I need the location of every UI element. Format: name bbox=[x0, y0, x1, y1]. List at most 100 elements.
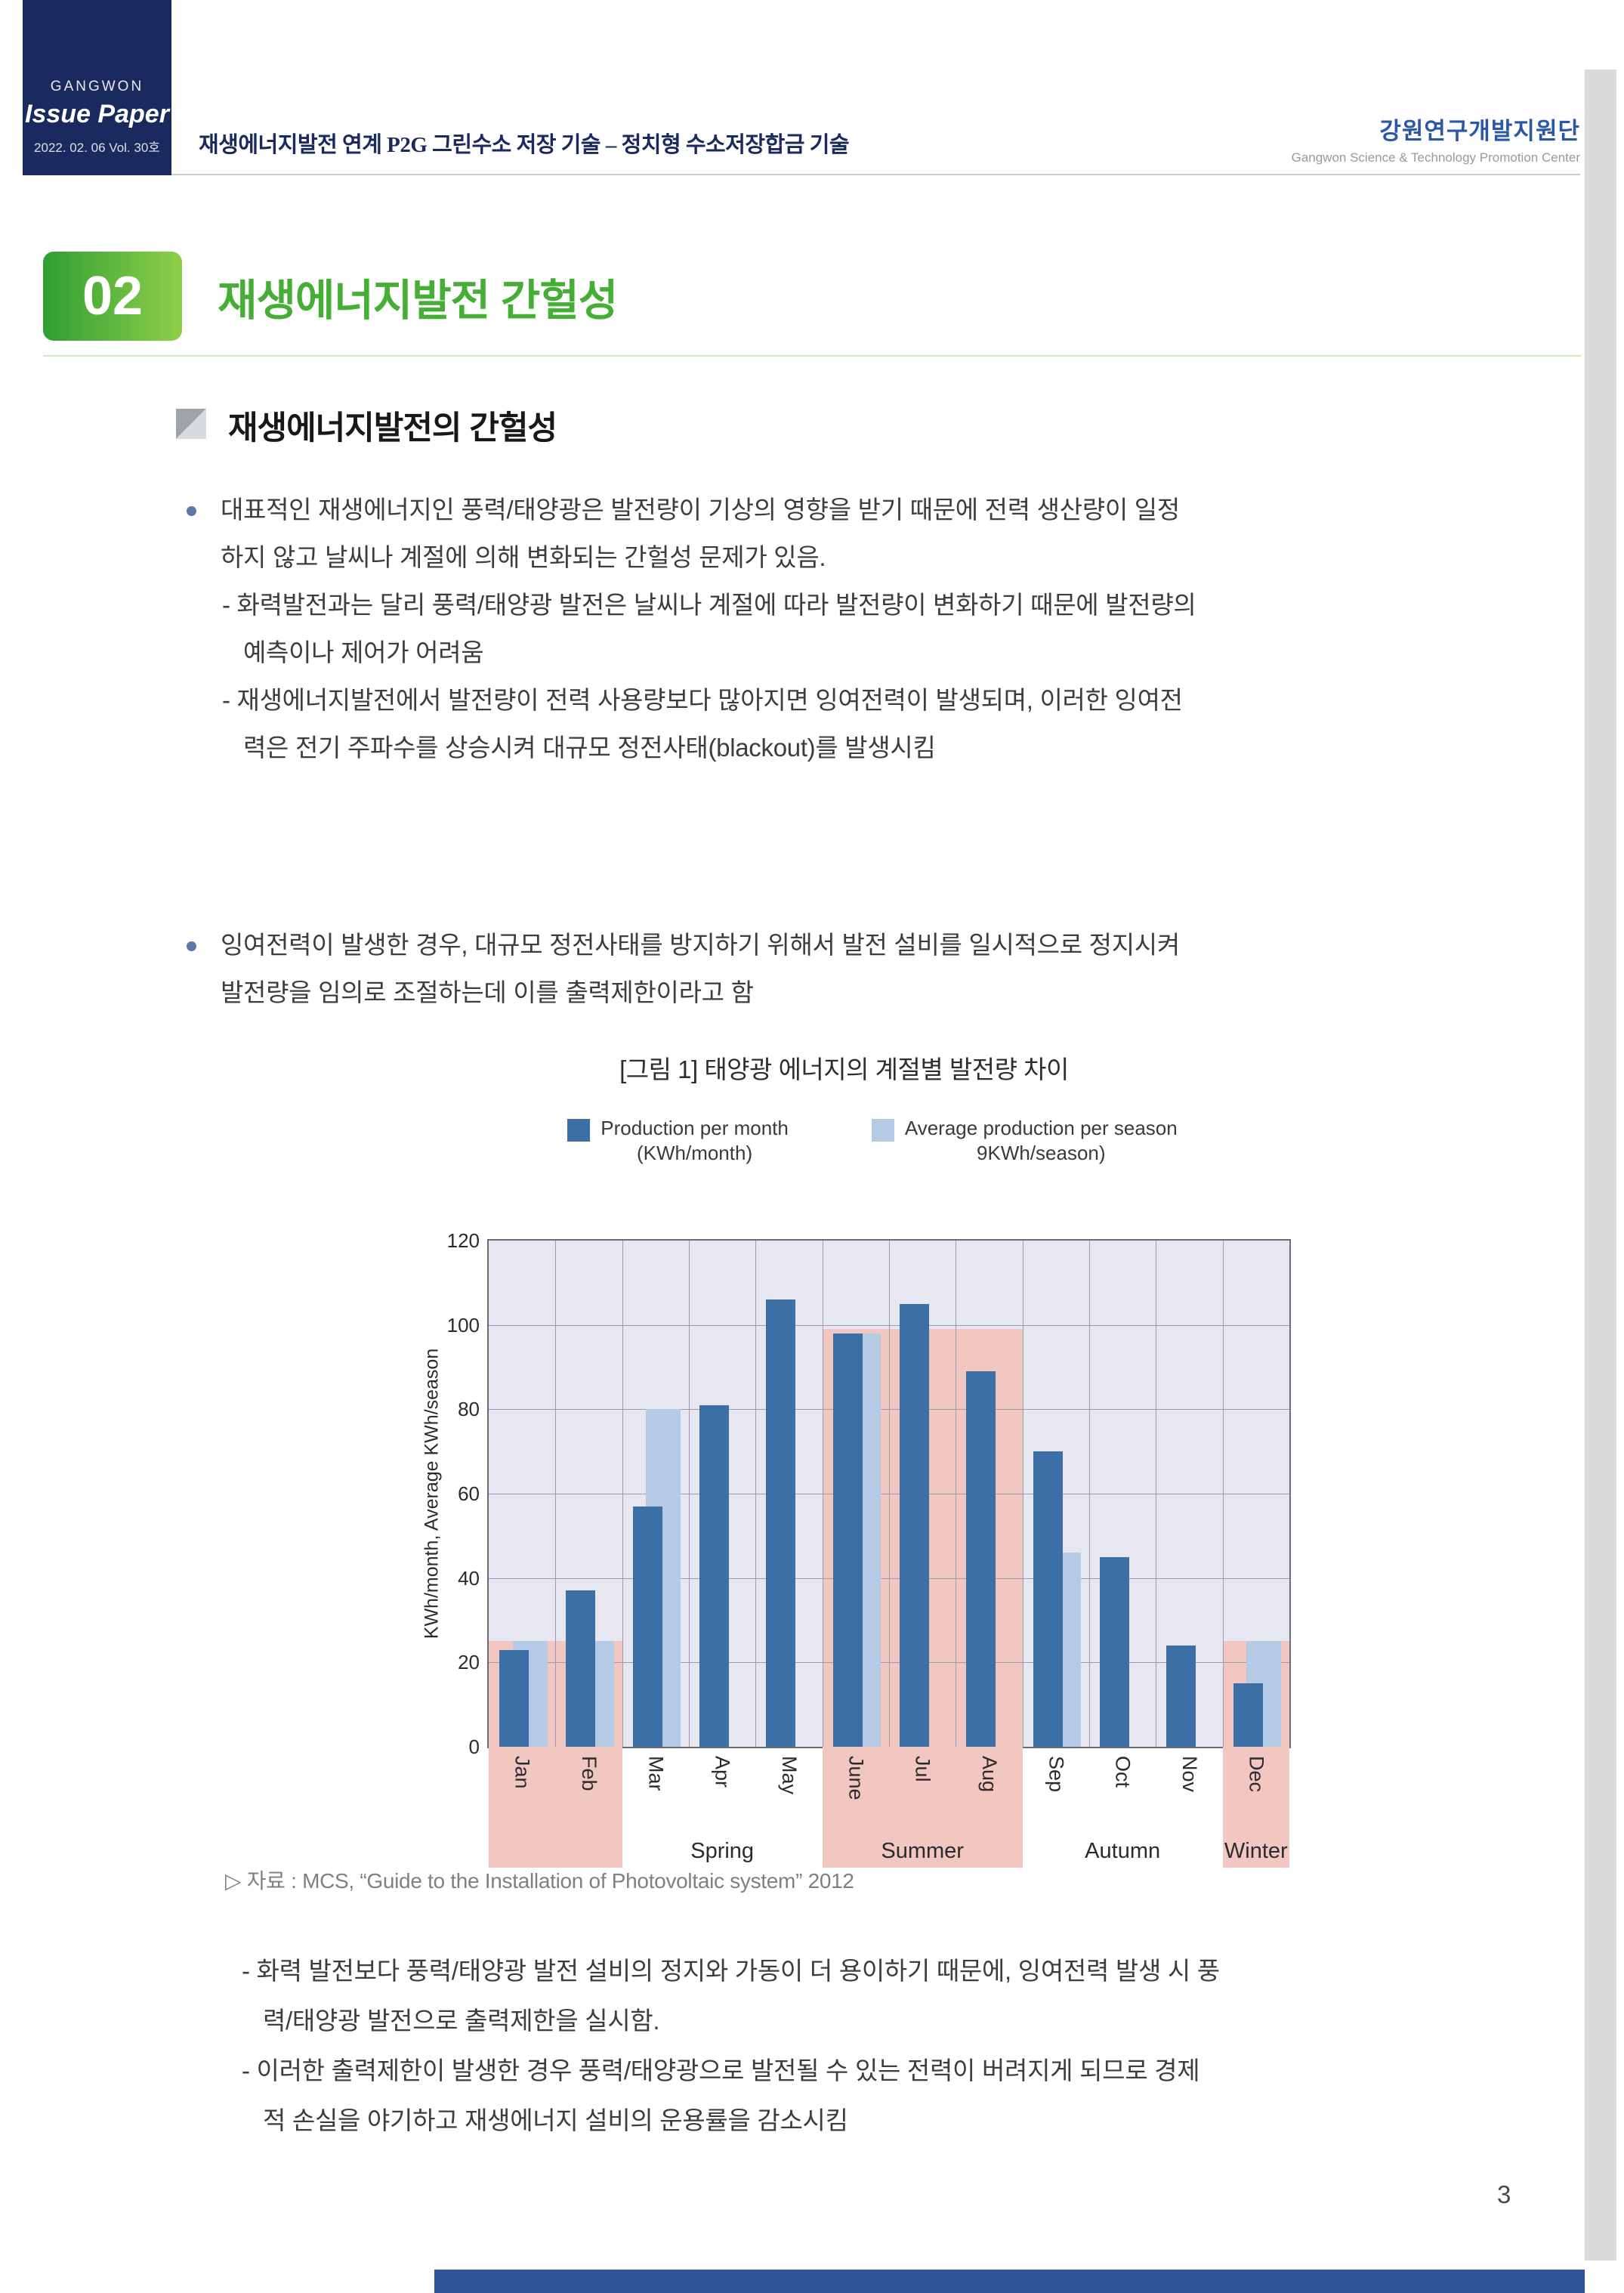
month-label-text: Sep bbox=[1045, 1756, 1068, 1793]
figure-source-note: ▷ 자료 : MCS, “Guide to the Installation o… bbox=[225, 1869, 854, 1893]
section-underline bbox=[43, 355, 1581, 357]
month-label-Oct: Oct bbox=[1089, 1750, 1156, 1836]
month-bar-Aug bbox=[966, 1371, 996, 1747]
legend-swatch bbox=[567, 1119, 591, 1142]
bullet-paragraph-2: 잉여전력이 발생한 경우, 대규모 정전사태를 방지하기 위해서 발전 설비를 … bbox=[221, 921, 1520, 1016]
subsection-title: 재생에너지발전의 간헐성 bbox=[228, 410, 557, 447]
figure-chart: Production per month (KWh/month) Average p… bbox=[412, 1099, 1333, 1868]
bullet1-line-3: - 화력발전과는 달리 풍력/태양광 발전은 날씨나 계절에 따라 발전량이 변… bbox=[222, 591, 1196, 619]
right-margin-strip bbox=[1585, 70, 1616, 2261]
bullet2-line-1: 잉여전력이 발생한 경우, 대규모 정전사태를 방지하기 위해서 발전 설비를 … bbox=[221, 931, 1180, 959]
month-label-Aug: Aug bbox=[956, 1750, 1022, 1836]
legend-item-2: Average production per season 9KWh/season… bbox=[871, 1116, 1178, 1166]
month-label-Nov: Nov bbox=[1156, 1750, 1222, 1836]
season-label-winter: Winter bbox=[1222, 1839, 1289, 1864]
y-tick-label: 20 bbox=[458, 1651, 480, 1674]
logo-brand: GANGWON bbox=[50, 79, 144, 94]
y-axis-label: KWh/month, Average KWh/season bbox=[421, 1348, 443, 1639]
closing-line-1: - 화력 발전보다 풍력/태양광 발전 설비의 정지와 가동이 더 용이하기 때… bbox=[242, 1957, 1220, 1985]
month-label-text: Oct bbox=[1111, 1756, 1135, 1788]
gridline-vertical bbox=[689, 1241, 690, 1747]
diamond-bullet-icon bbox=[176, 409, 206, 439]
gridline-vertical bbox=[1089, 1241, 1090, 1747]
month-bar-Feb bbox=[566, 1590, 596, 1747]
issue-paper-logo: GANGWON Issue Paper 2022. 02. 06 Vol. 30… bbox=[23, 0, 171, 175]
bullet-dot bbox=[187, 506, 196, 516]
logo-issue-meta: 2022. 02. 06 Vol. 30호 bbox=[34, 141, 160, 155]
month-bar-Apr bbox=[699, 1405, 729, 1747]
month-label-text: Mar bbox=[644, 1756, 668, 1791]
organization-name-en: Gangwon Science & Technology Promotion C… bbox=[1291, 150, 1580, 165]
month-label-text: May bbox=[777, 1756, 801, 1795]
section-number-badge: 02 bbox=[43, 252, 182, 341]
gridline-vertical bbox=[555, 1241, 557, 1747]
bullet1-line-2: 하지 않고 날씨나 계절에 의해 변화되는 간헐성 문제가 있음. bbox=[221, 543, 826, 571]
month-label-text: Aug bbox=[977, 1756, 1001, 1793]
month-bar-Mar bbox=[632, 1506, 662, 1747]
gridline-vertical bbox=[755, 1241, 757, 1747]
y-tick-label: 0 bbox=[468, 1735, 480, 1758]
month-label-Apr: Apr bbox=[689, 1750, 755, 1836]
season-label-autumn: Autumn bbox=[1085, 1839, 1161, 1863]
month-bar-Dec bbox=[1233, 1683, 1263, 1747]
bullet1-line-5: - 재생에너지발전에서 발전량이 전력 사용량보다 많아지면 잉여전력이 발생되… bbox=[222, 686, 1183, 714]
bullet2-line-2: 발전량을 임의로 조절하는데 이를 출력제한이라고 함 bbox=[221, 978, 754, 1006]
month-label-text: Nov bbox=[1178, 1756, 1201, 1793]
season-label-spring: Spring bbox=[690, 1839, 755, 1863]
footer-accent-bar bbox=[434, 2270, 1585, 2293]
bullet1-line-6: 력은 전기 주파수를 상승시켜 대규모 정전사태(blackout)를 발생시킴 bbox=[243, 734, 936, 762]
month-bar-Jan bbox=[499, 1649, 529, 1747]
month-label-Dec: Dec bbox=[1223, 1750, 1289, 1836]
month-label-text: June bbox=[844, 1756, 868, 1800]
month-label-Sep: Sep bbox=[1023, 1750, 1089, 1836]
figure-caption: [그림 1] 태양광 에너지의 계절별 발전량 차이 bbox=[619, 1055, 1069, 1083]
chart-legend: Production per month (KWh/month) Average p… bbox=[412, 1116, 1333, 1166]
bullet-paragraph-1: 대표적인 재생에너지인 풍력/태양광은 발전량이 기상의 영향을 받기 때문에 … bbox=[221, 486, 1520, 771]
month-label-text: Dec bbox=[1245, 1756, 1268, 1793]
month-bar-May bbox=[766, 1299, 796, 1747]
month-label-text: Jan bbox=[511, 1756, 534, 1789]
closing-line-3: - 이러한 출력제한이 발생한 경우 풍력/태양광으로 발전될 수 있는 전력이… bbox=[242, 2057, 1200, 2084]
document-title: 재생에너지발전 연계 P2G 그린수소 저장 기술 – 정치형 수소저장합금 기… bbox=[199, 133, 850, 157]
closing-line-4: 적 손실을 야기하고 재생에너지 설비의 운용률을 감소시킴 bbox=[263, 2106, 848, 2134]
y-tick-label: 120 bbox=[446, 1229, 480, 1252]
organization-block: 강원연구개발지원단 Gangwon Science & Technology P… bbox=[1209, 112, 1580, 165]
month-label-Jul: Jul bbox=[889, 1750, 956, 1836]
month-bar-Nov bbox=[1166, 1646, 1196, 1747]
gridline-vertical bbox=[889, 1241, 890, 1747]
month-label-text: Jul bbox=[911, 1756, 934, 1782]
bullet1-line-1: 대표적인 재생에너지인 풍력/태양광은 발전량이 기상의 영향을 받기 때문에 … bbox=[221, 496, 1180, 524]
logo-name: Issue Paper bbox=[25, 100, 169, 128]
page-number: 3 bbox=[1497, 2180, 1511, 2208]
month-label-June: June bbox=[823, 1750, 889, 1836]
month-label-May: May bbox=[755, 1750, 822, 1836]
season-label-summer: Summer bbox=[822, 1839, 1023, 1864]
y-tick-label: 100 bbox=[446, 1313, 480, 1337]
month-bar-Oct bbox=[1100, 1556, 1129, 1747]
month-label-Mar: Mar bbox=[622, 1750, 689, 1836]
closing-line-2: 력/태양광 발전으로 출력제한을 실시함. bbox=[263, 2007, 660, 2035]
legend-label: Average production per season 9KWh/season… bbox=[904, 1117, 1178, 1164]
month-bar-Jul bbox=[900, 1303, 929, 1747]
bullet1-line-4: 예측이나 제어가 어려움 bbox=[243, 638, 484, 666]
gridline-vertical bbox=[1222, 1241, 1224, 1747]
y-tick-label: 80 bbox=[458, 1398, 480, 1421]
section-title: 재생에너지발전 간헐성 bbox=[218, 277, 618, 325]
y-tick-label: 60 bbox=[458, 1482, 480, 1505]
organization-name: 강원연구개발지원단 bbox=[1379, 118, 1580, 144]
month-label-text: Feb bbox=[577, 1756, 601, 1791]
closing-notes: - 화력 발전보다 풍력/태양광 발전 설비의 정지와 가동이 더 용이하기 때… bbox=[240, 1946, 1517, 2146]
month-label-text: Apr bbox=[711, 1756, 734, 1788]
month-bar-June bbox=[832, 1333, 863, 1747]
chart-plot-area: KWh/month, Average KWh/season 0 20 40 60 80 1… bbox=[421, 1229, 1291, 1868]
month-bar-Sep bbox=[1033, 1451, 1063, 1747]
gridline-vertical bbox=[622, 1241, 623, 1747]
legend-item-1: Production per month (KWh/month) bbox=[567, 1116, 789, 1166]
y-tick-label: 40 bbox=[458, 1566, 480, 1590]
legend-swatch bbox=[871, 1119, 894, 1142]
bullet-dot bbox=[187, 941, 196, 951]
month-label-Jan: Jan bbox=[489, 1750, 555, 1836]
header-divider bbox=[23, 174, 1580, 175]
legend-label: Production per month (KWh/month) bbox=[601, 1117, 789, 1164]
